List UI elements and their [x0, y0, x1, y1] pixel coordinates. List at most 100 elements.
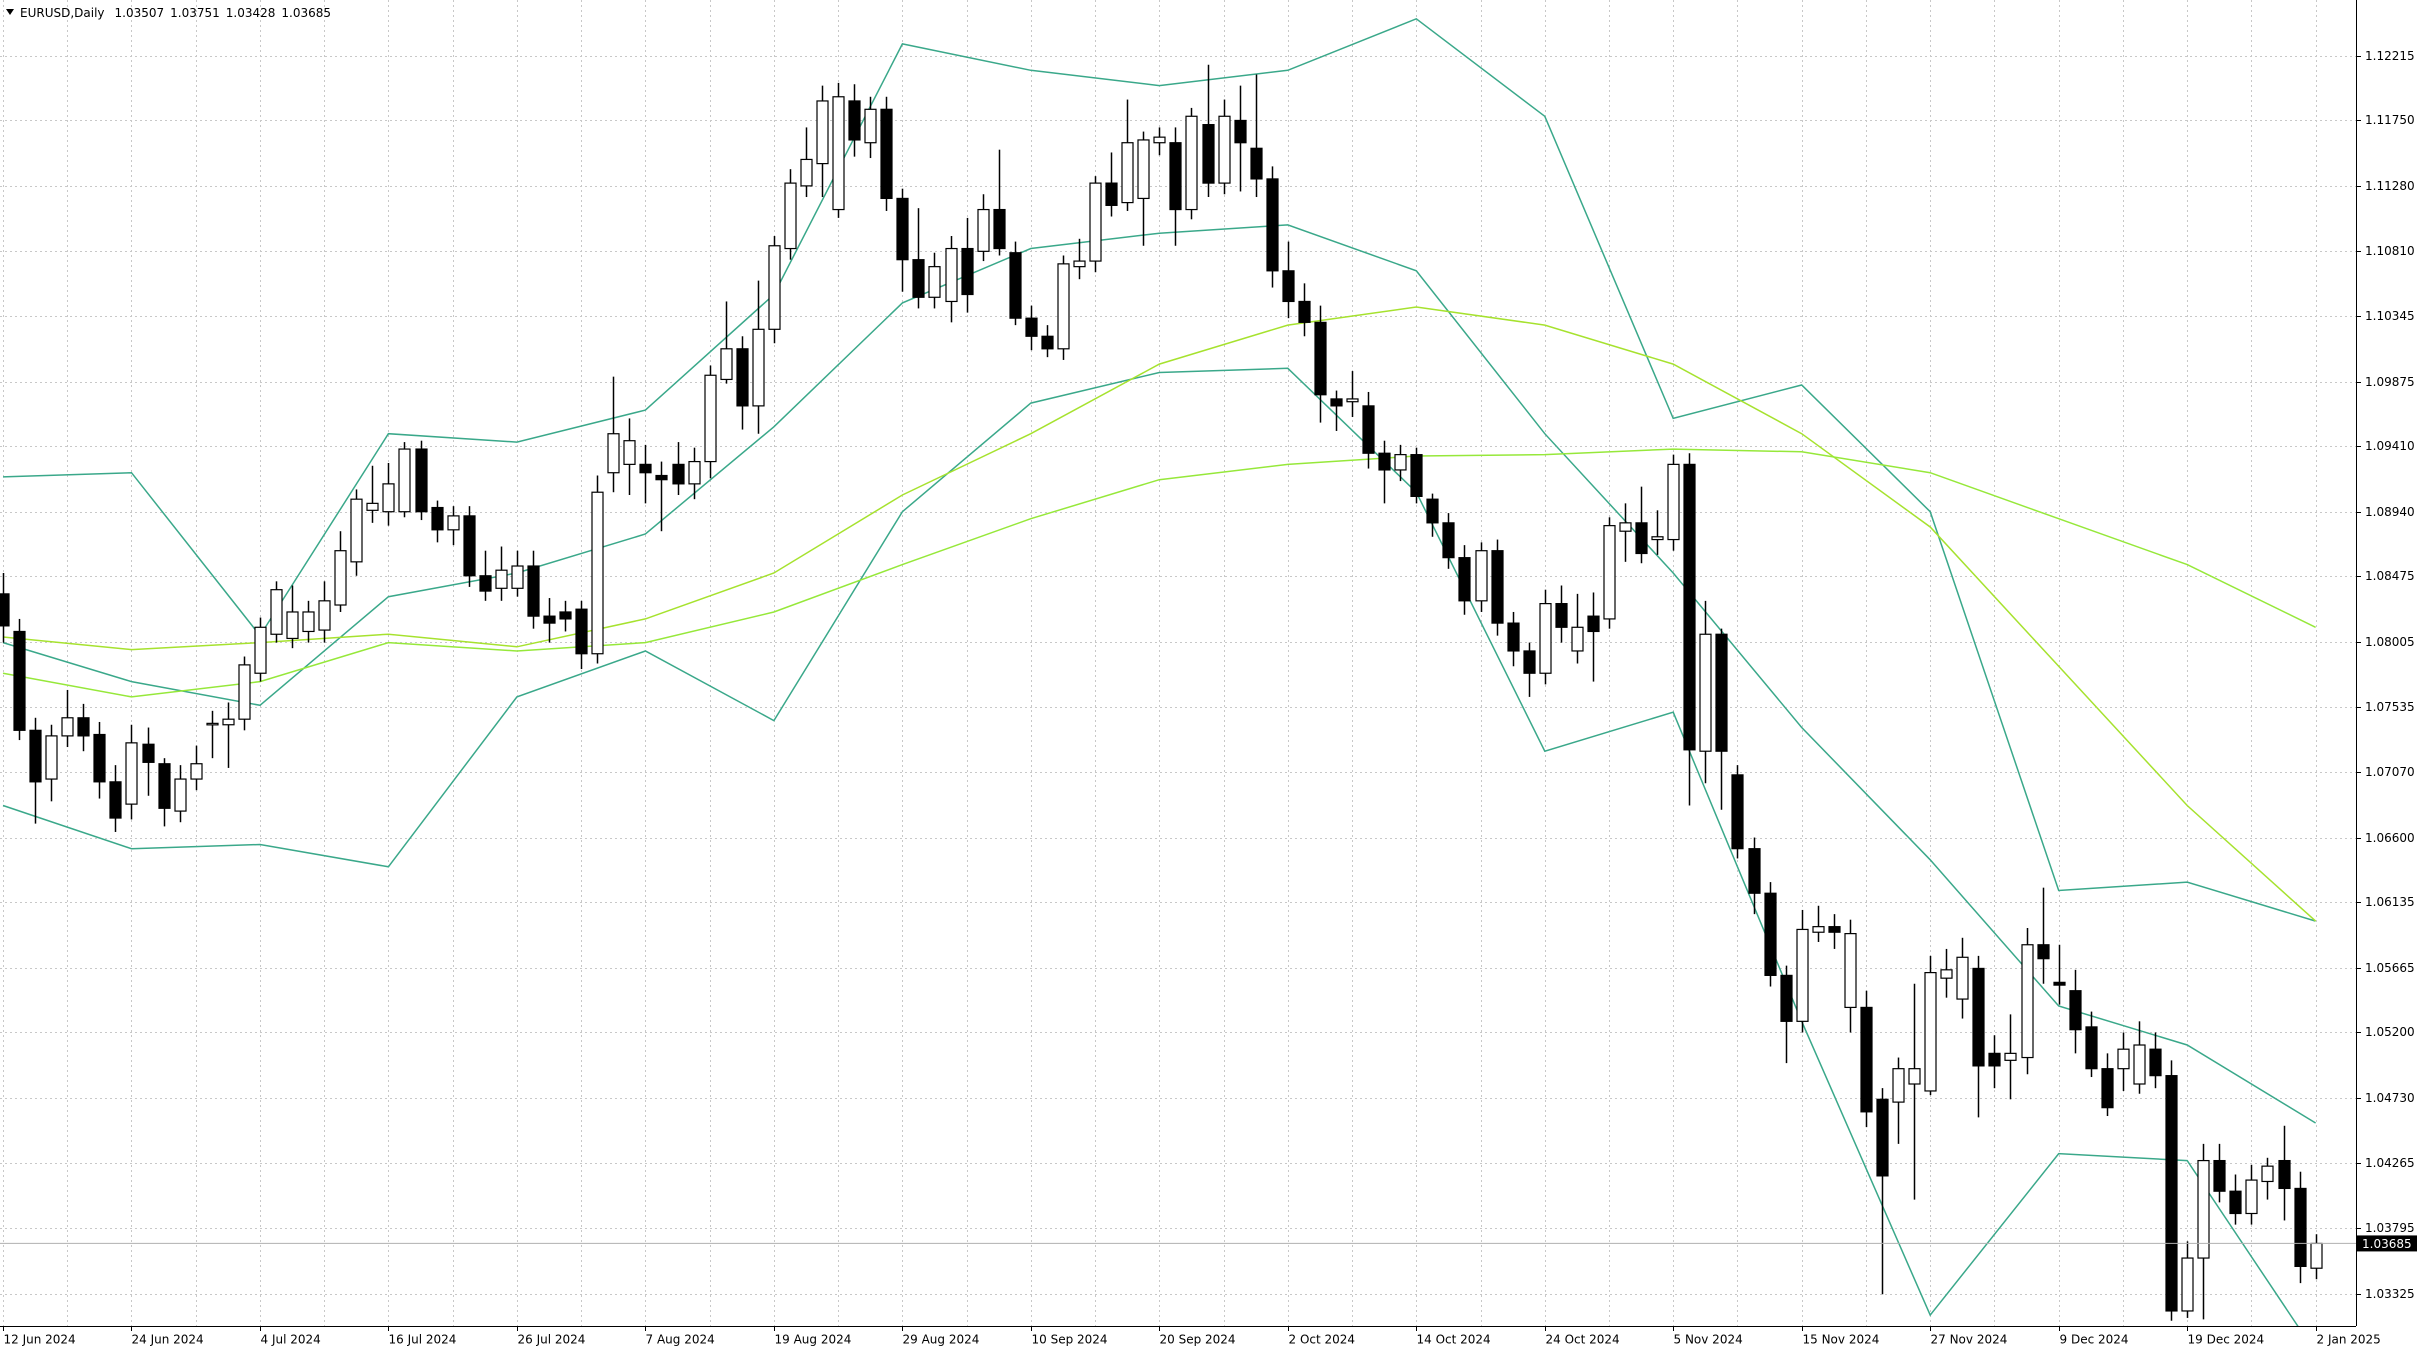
candle-body [2004, 1052, 2017, 1061]
candle-body [318, 600, 331, 631]
candle-body [1796, 928, 1809, 1022]
candle-body [1539, 603, 1552, 674]
candle-body [334, 550, 347, 606]
candle-body [1988, 1052, 2001, 1067]
candle-body [1458, 557, 1471, 602]
x-tick-label: 5 Nov 2024 [1674, 1333, 1743, 1347]
candle-body [607, 433, 620, 474]
candle-body [1314, 321, 1327, 396]
candle-body [511, 565, 524, 589]
y-tick-label: 1.06600 [2365, 831, 2415, 845]
candle-body [1764, 892, 1777, 976]
candle-body [1282, 270, 1295, 303]
candle-body [2310, 1242, 2323, 1269]
candle-body [142, 743, 155, 763]
candle-body [2261, 1165, 2274, 1183]
candle-body [1089, 182, 1102, 262]
candle-body [864, 108, 877, 144]
candle-body [1378, 452, 1391, 471]
candle-body [848, 100, 861, 141]
candle-body [1876, 1098, 1889, 1177]
candle-body [302, 611, 315, 633]
candle-body [1009, 252, 1022, 319]
candle-body [1635, 522, 1648, 555]
candle-body [350, 498, 363, 563]
y-tick-label: 1.07070 [2365, 765, 2415, 779]
header-low: 1.03428 [226, 6, 276, 20]
x-tick-label: 27 Nov 2024 [1931, 1333, 2008, 1347]
candle-body [2245, 1179, 2258, 1215]
indicator-line [2, 306, 2317, 922]
candle-body [945, 247, 958, 303]
current-price-label: 1.03685 [2362, 1237, 2412, 1251]
x-tick-label: 7 Aug 2024 [646, 1333, 715, 1347]
candle-body [0, 593, 10, 627]
candle-body [1603, 525, 1616, 620]
candle-body [29, 729, 42, 783]
candle-body [1057, 263, 1070, 350]
axes: 1.12215 1.11750 1.11280 1.10810 1.10345 1.098… [3, 49, 2417, 1347]
y-tick-label: 1.07535 [2365, 700, 2415, 714]
candle-body [1121, 142, 1134, 204]
candle-body [2149, 1048, 2162, 1077]
candle-body [1715, 633, 1728, 752]
candle-body [912, 259, 925, 298]
candle-body [1330, 398, 1343, 407]
candle-body [1442, 522, 1455, 559]
candle-body [447, 515, 460, 531]
y-tick-label: 1.10810 [2365, 244, 2415, 258]
candle-body [1137, 139, 1150, 200]
candle-body [286, 611, 299, 640]
candle-body [174, 778, 187, 812]
current-price-box [2357, 1235, 2417, 1252]
candle-body [415, 448, 428, 513]
candle-body [1169, 142, 1182, 211]
candle-body [398, 448, 411, 513]
candle-body [2021, 944, 2034, 1059]
candle-body [1587, 615, 1600, 633]
candle-body [1426, 498, 1439, 524]
candle-body [688, 460, 701, 485]
candle-body [720, 348, 733, 381]
x-tick-label: 19 Aug 2024 [775, 1333, 852, 1347]
candle-body [623, 440, 636, 465]
y-tick-label: 1.05665 [2365, 961, 2415, 975]
candle-body [463, 515, 476, 577]
candle-body [1972, 967, 1985, 1067]
candle-body [1475, 550, 1488, 602]
x-tick-label: 2 Jan 2025 [2317, 1333, 2381, 1347]
candle-body [1202, 124, 1215, 184]
candle-body [1025, 317, 1038, 337]
x-tick-label: 10 Sep 2024 [1032, 1333, 1108, 1347]
candle-body [270, 589, 283, 635]
header-close: 1.03685 [281, 6, 331, 20]
candle-body [993, 208, 1006, 250]
candle-body [832, 96, 845, 211]
x-tick-label: 16 Jul 2024 [389, 1333, 457, 1347]
candle-body [639, 463, 652, 474]
menu-triangle[interactable] [6, 9, 14, 15]
y-tick-label: 1.08940 [2365, 505, 2415, 519]
candle-body [2165, 1075, 2178, 1312]
indicator-line [2, 17, 2316, 922]
candle-body [784, 182, 797, 250]
x-tick-label: 14 Oct 2024 [1417, 1333, 1491, 1347]
candle-body [2181, 1257, 2194, 1312]
candle-body [2197, 1159, 2210, 1259]
candle-body [1860, 1006, 1873, 1113]
candle-body [77, 717, 90, 737]
y-tick-label: 1.03795 [2365, 1221, 2415, 1235]
chart-header: EURUSD,Daily 1.03507 1.03751 1.03428 1.03685 [20, 6, 331, 20]
candle-body [238, 664, 251, 720]
candle-body [800, 158, 813, 187]
candle-body [1041, 335, 1054, 350]
candle-body [655, 474, 668, 481]
candle-body [768, 245, 781, 330]
plot-area [0, 17, 2356, 1326]
x-tick-label: 9 Dec 2024 [2060, 1333, 2129, 1347]
y-tick-label: 1.03325 [2365, 1287, 2415, 1301]
candle-body [2053, 981, 2066, 986]
x-tick-label: 24 Oct 2024 [1546, 1333, 1620, 1347]
candle-body [1298, 300, 1311, 323]
y-tick-label: 1.09410 [2365, 439, 2415, 453]
